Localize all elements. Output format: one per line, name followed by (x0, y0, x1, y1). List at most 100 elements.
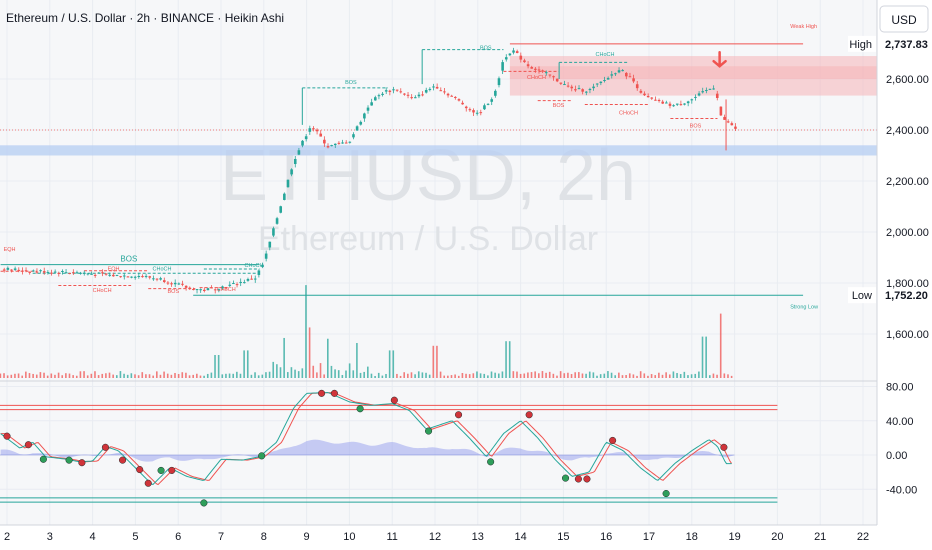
currency-button[interactable] (879, 5, 929, 33)
candle-body (559, 82, 563, 84)
time-axis[interactable] (0, 525, 877, 550)
volume-bar (690, 374, 693, 378)
volume-bar (530, 372, 533, 378)
structure-label: Strong Low (790, 305, 818, 311)
volume-bar (457, 375, 460, 378)
volume-bar (0, 373, 2, 378)
volume-bar (494, 372, 496, 378)
candle-body (35, 271, 39, 273)
stoch-d-line (0, 392, 733, 486)
volume-bar (512, 371, 515, 378)
volume-bar (312, 365, 315, 378)
volume-bar (472, 373, 475, 378)
volume-bar (352, 370, 355, 378)
candle-body (497, 78, 501, 86)
volume-bar (578, 372, 580, 378)
chart-title: Ethereum / U.S. Dollar · 2h · BINANCE · … (6, 11, 284, 25)
cross-dot (390, 396, 398, 404)
volume-bar (43, 372, 45, 378)
candle-body (97, 272, 101, 274)
volume-bar (170, 374, 173, 378)
candle-body (115, 274, 119, 276)
oscillator-pane (0, 389, 778, 507)
candle-body (501, 62, 504, 71)
volume-bar (548, 371, 551, 378)
candle-body (235, 284, 239, 286)
structure-label: Weak High (790, 24, 817, 30)
candle-body (152, 278, 155, 280)
volume-bar (425, 372, 427, 378)
cross-dot (487, 458, 495, 466)
volume-bar (101, 373, 104, 378)
structure-label: CHoCH (619, 111, 638, 117)
candle-body (93, 274, 97, 276)
candle-body (454, 96, 457, 98)
candle-body (541, 70, 544, 72)
volume-bar (119, 371, 122, 378)
candle-body (555, 78, 559, 82)
volume-bar (137, 375, 140, 378)
time-tick-label: 10 (343, 531, 355, 543)
candle-body (697, 93, 701, 96)
candle-body (683, 103, 686, 105)
volume-bar (225, 373, 227, 378)
volume-bar (90, 373, 93, 378)
candle-body (483, 105, 486, 110)
volume-bar (381, 375, 384, 378)
time-tick-label: 11 (386, 531, 397, 543)
candle-body (388, 90, 392, 92)
currency-label: USD (891, 13, 917, 27)
volume-bar (228, 373, 231, 378)
cross-dot (662, 489, 670, 498)
candle-body (104, 273, 108, 275)
volume-bar (130, 373, 133, 378)
volume-bar (658, 372, 660, 378)
candle-body (406, 94, 410, 96)
price-tick-label: 2,000.00 (886, 227, 929, 239)
candle-body (373, 97, 377, 101)
osc-tick-label: -40.00 (886, 484, 917, 496)
volume-bar (3, 373, 5, 378)
volume-bar (436, 345, 438, 378)
candle-body (490, 99, 494, 102)
price-tick-label: 1,600.00 (886, 329, 929, 341)
volume-bar (508, 341, 511, 378)
candle-body (308, 128, 312, 132)
candles (2, 47, 737, 294)
candle-body (657, 99, 661, 101)
candle-body (690, 99, 694, 101)
volume-bar (185, 372, 187, 378)
time-tick-label: 7 (218, 531, 224, 543)
volume-bar (50, 373, 53, 378)
candle-body (428, 88, 432, 90)
cross-dot (157, 466, 165, 474)
candle-body (195, 289, 199, 291)
grid (0, 0, 877, 525)
volume-bar (348, 363, 351, 378)
candle-body (352, 134, 355, 138)
candle-body (395, 89, 399, 91)
structure-label: BOS (345, 80, 357, 86)
candle-body (203, 289, 206, 291)
candle-body (512, 50, 515, 53)
candle-body (39, 270, 42, 272)
candle-body (672, 105, 675, 107)
candle-body (359, 121, 363, 125)
cross-dot (39, 455, 47, 463)
candle-body (257, 270, 261, 275)
volume-bar (479, 373, 482, 378)
cross-dot (425, 427, 433, 435)
candle-body (46, 272, 50, 274)
volume-bar (450, 375, 453, 378)
candle-body (272, 228, 275, 236)
price-axis[interactable] (877, 0, 932, 550)
volume-bar (279, 367, 282, 378)
cross-dot (356, 405, 364, 413)
demand-zone (0, 145, 877, 156)
candle-body (61, 270, 64, 272)
candle-body (494, 90, 497, 96)
candle-body (297, 150, 301, 155)
candle-body (715, 93, 719, 98)
volume-bar (614, 375, 617, 378)
candle-body (384, 90, 388, 92)
